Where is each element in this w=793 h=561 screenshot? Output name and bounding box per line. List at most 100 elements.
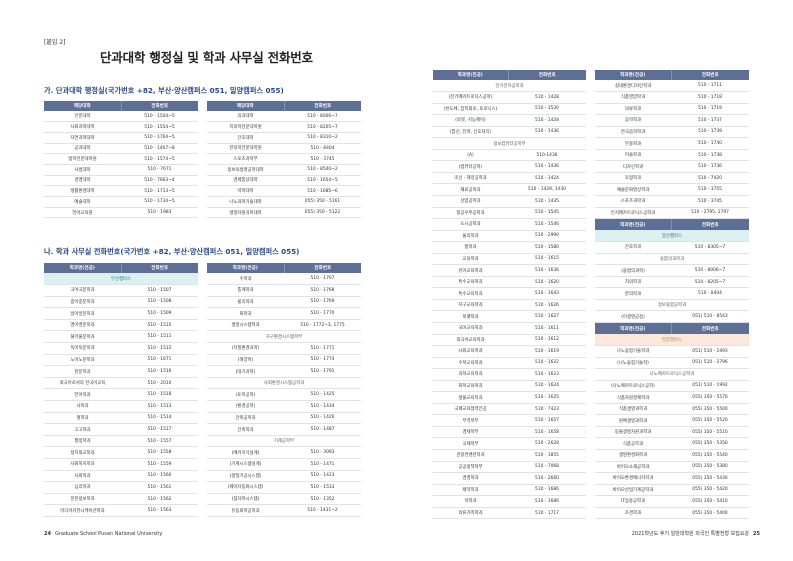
phone-number: 055) 350 - 5410 xyxy=(671,495,749,508)
table-row: 영어영문학과 510 - 1510 xyxy=(44,319,198,332)
department-name: 식품자원경제학과 xyxy=(595,391,671,404)
department-name: 수학과 xyxy=(207,273,284,286)
department-name: (환경공학) xyxy=(207,400,284,413)
table-row: 스포츠과학부 510 - 3745 xyxy=(207,153,361,165)
phone-number: 510 - 7420 xyxy=(671,172,749,185)
phone-number: 510 - 1504~5 xyxy=(121,111,198,123)
phone-number: 051) 510 - 1993 xyxy=(671,345,749,358)
table-row: 무용학과 510 - 1740 xyxy=(595,137,749,150)
footer-right: 2021학년도 후기 일반대학원 외국인 특별전형 모집요강 25 xyxy=(632,530,760,537)
table-row: 경제통상대학 510 - 1654~5 xyxy=(207,175,361,187)
phone-number: 510 - 8404 xyxy=(284,143,361,155)
table-row: 약학과 510 - 1686 xyxy=(433,495,586,508)
department-name: 자연과학대학 xyxy=(44,132,121,144)
department-name: 실내환경디자인학과 xyxy=(595,80,671,93)
department-name: 바이오산업기계공학과 xyxy=(595,484,671,497)
phone-number: 510 - 1983 xyxy=(121,207,198,219)
phone-number: 510 - 1508 xyxy=(121,296,198,309)
department-name: 유동화학공학과 xyxy=(207,504,284,517)
phone-number: 510 - 8404 xyxy=(671,287,749,300)
table-row: 철학과 510 - 1514 xyxy=(44,412,198,425)
department-name: (메카지식설계) xyxy=(207,446,284,459)
table-row: 관광컨벤션학과 510 - 1855 xyxy=(433,449,586,462)
table-subheader-row: 학과명(전공) 전화번호 xyxy=(595,322,749,335)
table-row: 통계학과 510 - 1768 xyxy=(207,284,361,297)
department-name: 법학전문대학원 xyxy=(44,153,121,165)
table-row: 치의학과 510 - 8205~7 xyxy=(595,276,749,289)
department-name: 원예생명과학과 xyxy=(595,414,671,427)
table-row: 간호대학 510 - 8310~2 xyxy=(207,132,361,144)
department-name: 사회과학대학 xyxy=(44,121,121,133)
campus-label: 밀양캠퍼스 xyxy=(595,334,749,347)
department-name: 심리학과 xyxy=(44,481,121,494)
phone-number: 510 - 1436 xyxy=(508,126,586,139)
section-a-title: 가. 단과대학 행정실(국가번호 +82, 부산·양산캠퍼스 051, 밀양캠퍼… xyxy=(44,86,284,95)
table-row: (A) 510-1436 xyxy=(433,149,586,162)
department-name: 약학대학 xyxy=(207,185,284,197)
table-row: 항공우주공학과 510 - 1545 xyxy=(433,207,586,220)
department-name: 경제통상대학 xyxy=(207,175,284,187)
department-name: 통계학과 xyxy=(207,284,284,297)
department-name: 특수교육학과 xyxy=(433,287,508,300)
table-row: 바이오환경에너지학과 055) 350 - 5430 xyxy=(595,472,749,485)
table-row: 생명시스템학과 510 - 1772~3, 1775 xyxy=(207,319,361,332)
table-row: 인지메카트로닉스공학과 510 - 2795, 2797 xyxy=(595,207,749,220)
table-row: 국제교육협력전공 510 - 7423 xyxy=(433,403,586,416)
group-row: 사회환경시스템공학과 xyxy=(207,377,361,390)
department-name: 디자인학과 xyxy=(595,160,671,173)
table-row: 의류가족학과 510 - 1717 xyxy=(433,507,586,520)
department-name: 한의학과 xyxy=(595,287,671,300)
phone-number: 510 - 1426 xyxy=(284,412,361,425)
phone-number: 510 - 1558 xyxy=(121,446,198,459)
department-name: (나노융합기술학) xyxy=(595,357,671,370)
phone-number: 510 - 1717 xyxy=(508,507,586,520)
phone-number: 055) 350 - 5540 xyxy=(671,449,749,462)
table-row: 경제학부 510 - 1658 xyxy=(433,426,586,439)
phone-number: 510 - 1518 xyxy=(121,388,198,402)
department-name: 인문대학 xyxy=(44,111,121,123)
table-row: 독어독문학과 510 - 1512 xyxy=(44,342,198,355)
phone-number: 510 - 1562 xyxy=(121,493,198,506)
page-title: 단과대학 행정실 및 학과 사무실 전화번호 xyxy=(100,50,313,65)
department-name: 생명환경화학과 xyxy=(595,449,671,462)
phone-number: 510 - 1643 xyxy=(508,287,586,300)
table-row: 조형학과 510 - 7420 xyxy=(595,172,749,185)
column-header: 학과명(전공) xyxy=(595,70,672,80)
phone-number: 510 - 1769 xyxy=(284,296,361,309)
table-row: 유아교육학과 510 - 1636 xyxy=(433,264,586,277)
department-name: 지구교육학과 xyxy=(433,299,508,312)
table-row: 중어중문학과 510 - 1508 xyxy=(44,296,198,309)
table-subheader-row: 학과명(전공) 전화번호 xyxy=(595,218,749,231)
department-name: (통신, 전파, 신호처리) xyxy=(433,126,508,139)
phone-number: 510 - 2795, 2797 xyxy=(671,207,749,220)
table-row: 생활환경대학 510 - 1713~5 xyxy=(44,185,198,197)
department-name: 동물생명자원과학과 xyxy=(595,426,671,439)
phone-number: 510 - 1774 xyxy=(284,354,361,367)
department-name: 노어노문학과 xyxy=(44,354,121,367)
campus-label: 양산캠퍼스 xyxy=(595,230,749,243)
department-name: 항공우주공학과 xyxy=(433,207,508,220)
table-row: 법학과 510 - 1580 xyxy=(433,241,586,254)
department-name: 외국어로서의 한국어교육 xyxy=(44,377,121,390)
column-header: 전화번호 xyxy=(508,70,586,80)
department-name: (융합의과학) xyxy=(595,264,671,277)
phone-number: 510 - 1855 xyxy=(508,449,586,462)
group-label: 자구환경시스템학부 xyxy=(207,330,361,344)
department-name: 불어불문학과 xyxy=(44,330,121,344)
table-row: 물리학과 510 - 2990 xyxy=(433,230,586,243)
table-row: 사범대학 510 - 7671 xyxy=(44,164,198,176)
phone-number: 510 - 7423 xyxy=(508,403,586,416)
phone-number: 510 - 1718 xyxy=(671,91,749,104)
phone-number: 055) 350 - 5350 xyxy=(671,437,749,450)
department-name: 생명시스템학과 xyxy=(207,319,284,332)
department-name: 한의학전문대학원 xyxy=(207,143,284,155)
department-name: 바이오환경에너지학과 xyxy=(595,472,671,485)
table-row: 생명환경화학과 055) 350 - 5540 xyxy=(595,449,749,462)
phone-number: 510 - 1471 xyxy=(284,458,361,471)
department-name: 물리학과 xyxy=(207,296,284,309)
department-name: 미디어커뮤니케이션학과 xyxy=(44,504,121,517)
table-row: 물리학과 510 - 1769 xyxy=(207,296,361,309)
table-row: 불어불문학과 510 - 1511 xyxy=(44,330,198,344)
phone-number: 510 - 1509 xyxy=(121,307,198,320)
phone-number: 510 - 1546 xyxy=(508,218,586,231)
